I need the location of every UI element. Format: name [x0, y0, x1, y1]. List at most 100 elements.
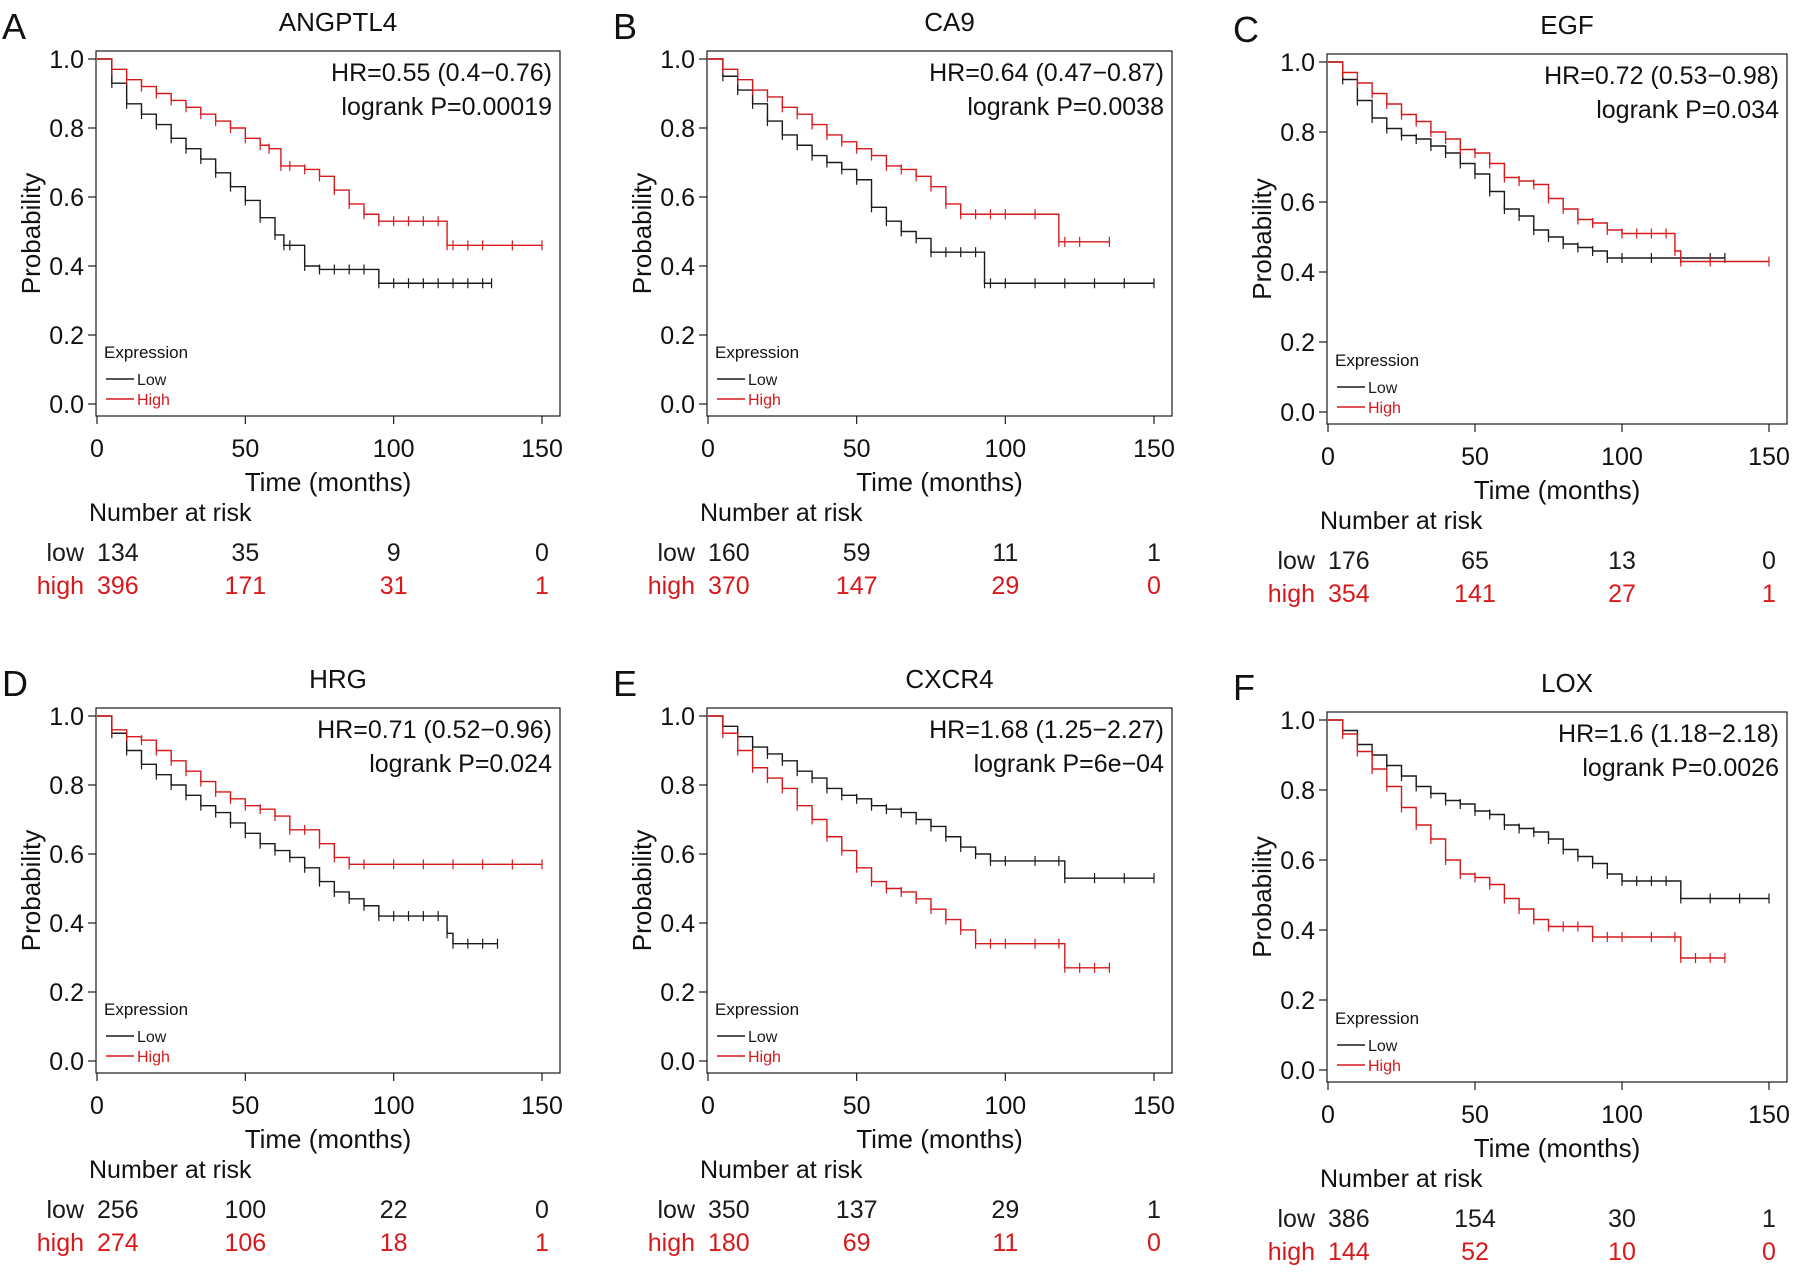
- legend-label-low: Low: [748, 1029, 778, 1046]
- risk-value-high: 31: [380, 572, 408, 600]
- risk-value-high: 18: [380, 1229, 408, 1257]
- y-tick-label: 0.4: [660, 253, 695, 281]
- y-axis-label: Probability: [627, 830, 657, 951]
- legend-title: Expression: [1335, 351, 1419, 370]
- risk-row-label-high: high: [648, 1229, 695, 1257]
- y-tick-label: 0.4: [1280, 917, 1315, 945]
- risk-value-high: 106: [224, 1229, 266, 1257]
- x-tick-label: 50: [1461, 1101, 1489, 1129]
- y-tick-label: 0.0: [49, 1048, 84, 1076]
- km-panel-e: E CXCR4 0.0 0.2 0.4 0.6 0.8 1.0 0 50 100 150 Time (m…: [613, 663, 1175, 1257]
- km-panel-b: B CA9 0.0 0.2 0.4 0.6 0.8 1.0 0 50 100 150 Time (mon…: [613, 6, 1175, 600]
- y-axis-label: Probability: [627, 173, 657, 294]
- x-axis-label: Time (months): [1474, 1133, 1641, 1163]
- y-tick-label: 0.4: [49, 910, 84, 938]
- risk-value-high: 144: [1328, 1238, 1370, 1266]
- hr-text: HR=0.71 (0.52−0.96): [317, 716, 552, 744]
- y-axis-label: Probability: [1247, 178, 1277, 299]
- risk-value-high: 370: [708, 572, 750, 600]
- y-tick-label: 0.8: [49, 772, 84, 800]
- legend-title: Expression: [715, 1000, 799, 1019]
- risk-value-high: 0: [1762, 1238, 1776, 1266]
- x-tick-label: 150: [1133, 435, 1175, 463]
- x-axis-label: Time (months): [1474, 475, 1641, 505]
- plot-frame: [1326, 53, 1788, 425]
- legend-label-high: High: [748, 392, 781, 409]
- plot-frame: [706, 50, 1173, 417]
- panel-title: EGF: [1540, 10, 1593, 40]
- x-tick-label: 50: [231, 435, 259, 463]
- km-curve-high: [1328, 61, 1769, 263]
- logrank-text: logrank P=0.0038: [967, 93, 1164, 121]
- risk-value-low: 100: [224, 1196, 266, 1224]
- y-tick-label: 1.0: [660, 703, 695, 731]
- risk-value-high: 69: [843, 1229, 871, 1257]
- risk-value-low: 1: [1147, 1196, 1161, 1224]
- risk-value-high: 147: [836, 572, 878, 600]
- y-tick-label: 0.8: [1280, 119, 1315, 147]
- risk-row-label-high: high: [1268, 580, 1315, 608]
- logrank-text: logrank P=0.00019: [341, 93, 552, 121]
- panel-letter: C: [1233, 9, 1259, 50]
- y-tick-label: 0.8: [49, 115, 84, 143]
- risk-value-high: 27: [1608, 580, 1636, 608]
- x-tick-label: 0: [90, 435, 104, 463]
- risk-value-high: 180: [708, 1229, 750, 1257]
- risk-row-label-high: high: [37, 1229, 84, 1257]
- y-axis-label: Probability: [16, 173, 46, 294]
- risk-row-label-low: low: [46, 539, 84, 567]
- risk-value-low: 137: [836, 1196, 878, 1224]
- risk-value-high: 10: [1608, 1238, 1636, 1266]
- risk-value-high: 11: [992, 1229, 1018, 1257]
- risk-row-label-low: low: [1277, 1205, 1315, 1233]
- risk-row-label-high: high: [37, 572, 84, 600]
- y-tick-label: 0.4: [660, 910, 695, 938]
- x-axis-label: Time (months): [856, 467, 1023, 497]
- x-tick-label: 0: [701, 435, 715, 463]
- km-curve-low: [1328, 61, 1725, 259]
- y-tick-label: 0.0: [1280, 1057, 1315, 1085]
- risk-table-heading: Number at risk: [89, 1156, 252, 1184]
- risk-value-low: 256: [97, 1196, 139, 1224]
- risk-value-low: 0: [535, 1196, 549, 1224]
- y-tick-label: 1.0: [49, 46, 84, 74]
- legend-title: Expression: [104, 1000, 188, 1019]
- panel-title: ANGPTL4: [279, 7, 398, 37]
- risk-table-heading: Number at risk: [89, 499, 252, 527]
- risk-value-high: 52: [1461, 1238, 1489, 1266]
- x-axis-label: Time (months): [856, 1124, 1023, 1154]
- y-tick-label: 0.0: [660, 1048, 695, 1076]
- y-tick-label: 1.0: [1280, 707, 1315, 735]
- risk-row-label-low: low: [1277, 547, 1315, 575]
- risk-value-low: 35: [231, 539, 259, 567]
- risk-value-low: 29: [991, 1196, 1019, 1224]
- y-tick-label: 0.6: [1280, 189, 1315, 217]
- y-tick-label: 0.0: [49, 391, 84, 419]
- panel-letter: D: [2, 663, 28, 704]
- y-axis-label: Probability: [1247, 836, 1277, 957]
- y-tick-label: 0.0: [660, 391, 695, 419]
- x-tick-label: 150: [521, 1092, 563, 1120]
- risk-row-label-low: low: [46, 1196, 84, 1224]
- risk-value-high: 0: [1147, 572, 1161, 600]
- legend-label-low: Low: [748, 372, 778, 389]
- risk-value-low: 134: [97, 539, 139, 567]
- legend-label-high: High: [1368, 1058, 1401, 1075]
- risk-row-label-high: high: [1268, 1238, 1315, 1266]
- km-curve-high: [708, 715, 1110, 969]
- x-tick-label: 100: [373, 435, 415, 463]
- panel-title: CXCR4: [905, 664, 993, 694]
- risk-value-low: 30: [1608, 1205, 1636, 1233]
- plot-frame: [706, 707, 1173, 1074]
- x-tick-label: 150: [1748, 443, 1790, 471]
- y-tick-label: 1.0: [1280, 49, 1315, 77]
- panel-letter: B: [613, 6, 637, 47]
- x-tick-label: 150: [521, 435, 563, 463]
- risk-table-heading: Number at risk: [700, 1156, 863, 1184]
- x-tick-label: 150: [1748, 1101, 1790, 1129]
- y-tick-label: 1.0: [49, 703, 84, 731]
- x-tick-label: 0: [1321, 1101, 1335, 1129]
- y-tick-label: 0.6: [49, 184, 84, 212]
- legend-label-low: Low: [137, 1029, 167, 1046]
- legend-label-high: High: [748, 1049, 781, 1066]
